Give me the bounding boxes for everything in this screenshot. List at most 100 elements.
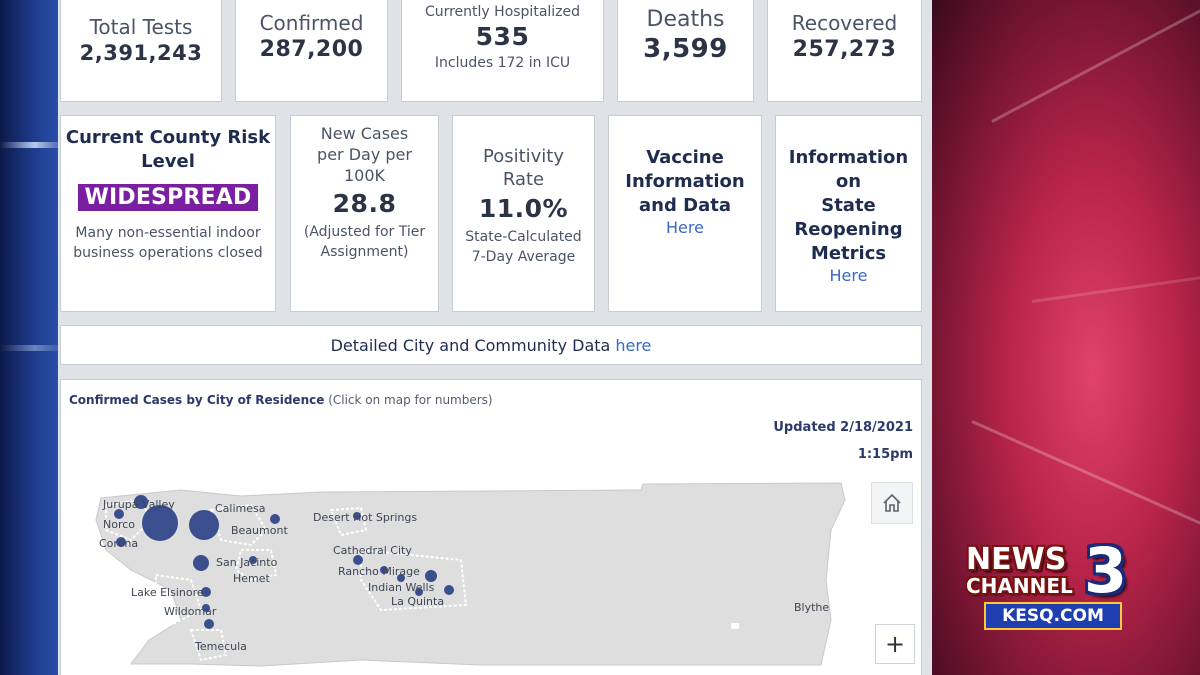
- logo-number: 3: [1084, 534, 1128, 607]
- map-title-text: Confirmed Cases by City of Residence: [69, 393, 325, 407]
- vaccine-line1: Vaccine: [646, 147, 724, 168]
- hospitalized-value: 535: [475, 22, 530, 51]
- total-tests-card: Total Tests 2,391,243: [60, 0, 222, 102]
- covid-dashboard: Total Tests 2,391,243 Confirmed 287,200 …: [58, 0, 932, 675]
- city-label-hemet: Hemet: [233, 572, 271, 585]
- risk-level-card: Current County Risk Level WIDESPREAD Man…: [60, 115, 276, 312]
- map-title: Confirmed Cases by City of Residence (Cl…: [69, 393, 493, 407]
- confirmed-value: 287,200: [259, 37, 364, 62]
- risk-title-line2: Level: [141, 151, 195, 172]
- logo-site-text: KESQ.COM: [984, 602, 1122, 630]
- vaccine-line2: Information: [625, 171, 745, 192]
- home-icon: [883, 493, 901, 512]
- city-label-lake-elsinore: Lake Elsinore: [131, 586, 204, 599]
- new-cases-note-line1: (Adjusted for Tier: [303, 224, 426, 240]
- positivity-note-line1: State-Calculated: [465, 229, 582, 245]
- city-data-text: Detailed City and Community Data: [330, 335, 611, 355]
- total-tests-label: Total Tests: [89, 15, 193, 39]
- city-label-desert-hot-springs: Desert Hot Springs: [313, 511, 417, 524]
- risk-desc-line1: Many non-essential indoor: [75, 225, 261, 241]
- deaths-value: 3,599: [643, 34, 728, 64]
- map-card: Confirmed Cases by City of Residence (Cl…: [60, 379, 922, 675]
- recovered-label: Recovered: [791, 11, 898, 35]
- hospitalized-label: Currently Hospitalized: [424, 4, 581, 20]
- city-circle-indio[interactable]: [425, 570, 437, 582]
- deaths-card: Deaths 3,599: [617, 0, 754, 102]
- city-circle-la-quinta[interactable]: [415, 588, 423, 596]
- map-updated-time: 1:15pm: [857, 447, 913, 462]
- city-data-bar: Detailed City and Community Data here: [60, 325, 922, 365]
- city-label-jurupa-valley: Jurupa Valley: [102, 498, 175, 511]
- positivity-line2: Rate: [502, 169, 545, 190]
- map-zoom-in-button[interactable]: +: [875, 624, 915, 664]
- reopening-line1: Information: [788, 147, 909, 168]
- city-label-rancho-mirage: Rancho Mirage: [338, 565, 420, 578]
- city-label-la-quinta: La Quinta: [391, 595, 444, 608]
- reopening-info-card[interactable]: Information on State Reopening Metrics H…: [775, 115, 922, 312]
- city-circle-moreno-valley[interactable]: [189, 510, 219, 540]
- city-circle-beaumont[interactable]: [270, 514, 280, 524]
- confirmed-label: Confirmed: [259, 11, 364, 35]
- logo-channel-text: CHANNEL: [966, 574, 1073, 598]
- total-tests-value: 2,391,243: [79, 41, 203, 65]
- city-circle-jurupa-valley[interactable]: [134, 495, 148, 509]
- hospitalized-note: Includes 172 in ICU: [434, 55, 571, 71]
- new-cases-value: 28.8: [332, 189, 397, 218]
- city-label-temecula: Temecula: [194, 640, 247, 653]
- city-label-blythe: Blythe: [794, 601, 829, 614]
- reopening-here-link[interactable]: Here: [829, 266, 868, 285]
- risk-desc-line2: business operations closed: [73, 245, 263, 261]
- county-shape: [95, 482, 846, 667]
- city-label-indian-wells: Indian Wells: [368, 581, 435, 594]
- city-label-calimesa: Calimesa: [215, 502, 266, 515]
- new-cases-card: New Cases per Day per 100K 28.8 (Adjuste…: [290, 115, 439, 312]
- city-label-beaumont: Beaumont: [231, 524, 288, 537]
- city-label-san-jacinto: San Jacinto: [216, 556, 278, 569]
- map-updated-date: Updated 2/18/2021: [773, 420, 913, 435]
- confirmed-card: Confirmed 287,200: [235, 0, 388, 102]
- city-circle-coachella[interactable]: [444, 585, 454, 595]
- city-circle-norco[interactable]: [114, 509, 124, 519]
- city-data-here-link[interactable]: here: [615, 335, 652, 355]
- map-home-button[interactable]: [871, 482, 913, 524]
- map-subtitle: (Click on map for numbers): [328, 393, 493, 407]
- recovered-value: 257,273: [792, 37, 897, 62]
- reopening-line3: State: [821, 195, 876, 216]
- background-right: [932, 0, 1200, 675]
- positivity-line1: Positivity: [482, 146, 565, 167]
- reopening-line5: Metrics: [810, 243, 887, 264]
- reopening-line4: Reopening: [794, 219, 903, 240]
- city-circle-desert-hot-springs[interactable]: [353, 512, 361, 520]
- city-circle-hemet[interactable]: [249, 556, 257, 564]
- city-circle-palm-desert[interactable]: [397, 574, 405, 582]
- risk-level-badge: WIDESPREAD: [77, 184, 259, 211]
- city-circle-temecula[interactable]: [204, 619, 214, 629]
- city-circle-cathedral-city[interactable]: [353, 555, 363, 565]
- city-circle-riverside[interactable]: [142, 505, 178, 541]
- new-cases-line2: per Day per: [317, 145, 412, 164]
- city-circle-lake-elsinore[interactable]: [201, 587, 211, 597]
- recovered-card: Recovered 257,273: [767, 0, 922, 102]
- background-left: [0, 0, 58, 675]
- county-map[interactable]: Jurupa Valley Norco Corona Calimesa Beau…: [61, 380, 923, 675]
- new-cases-line1: New Cases: [320, 124, 409, 143]
- positivity-card: Positivity Rate 11.0% State-Calculated 7…: [452, 115, 595, 312]
- new-cases-note-line2: Assignment): [320, 244, 409, 260]
- new-cases-line3: 100K: [343, 166, 386, 185]
- positivity-value: 11.0%: [478, 194, 569, 223]
- risk-title-line1: Current County Risk: [65, 127, 271, 148]
- vaccine-info-card[interactable]: Vaccine Information and Data Here: [608, 115, 762, 312]
- city-circle-san-jacinto[interactable]: [193, 555, 209, 571]
- positivity-note-line2: 7-Day Average: [471, 249, 576, 265]
- city-circle-corona[interactable]: [116, 537, 126, 547]
- vaccine-line3: and Data: [639, 195, 731, 216]
- city-label-wildomar: Wildomar: [164, 605, 217, 618]
- news-channel-logo: NEWS CHANNEL 3 KESQ.COM: [962, 534, 1150, 634]
- city-label-cathedral-city: Cathedral City: [333, 544, 412, 557]
- deaths-label: Deaths: [646, 7, 725, 32]
- logo-news-text: NEWS: [966, 542, 1067, 577]
- city-circle-wildomar[interactable]: [202, 604, 210, 612]
- city-label-corona: Corona: [99, 537, 138, 550]
- vaccine-here-link[interactable]: Here: [666, 218, 704, 237]
- city-circle-rancho-mirage[interactable]: [380, 566, 388, 574]
